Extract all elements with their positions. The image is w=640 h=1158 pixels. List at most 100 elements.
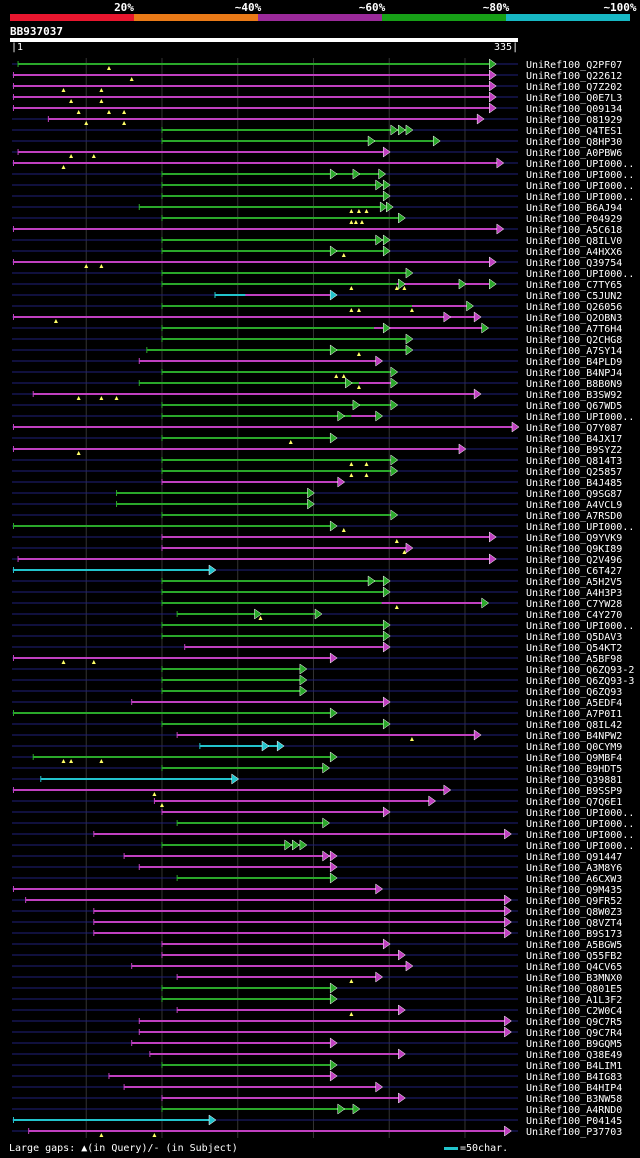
hit-label[interactable]: UniRef100_B4JX17 xyxy=(526,434,622,445)
hit-row[interactable]: UniRef100_Q2OBN3 xyxy=(12,311,622,324)
hit-label[interactable]: UniRef100_A4HXX6 xyxy=(526,247,622,258)
hit-label[interactable]: UniRef100_UPI000.. xyxy=(526,621,634,632)
hit-label[interactable]: UniRef100_Q9SG87 xyxy=(526,489,622,500)
hit-row[interactable]: UniRef100_Q91447 xyxy=(12,850,622,863)
hit-row[interactable]: UniRef100_Q39881 xyxy=(12,773,622,786)
hit-label[interactable]: UniRef100_Q814T3 xyxy=(526,456,622,467)
hit-row[interactable]: UniRef100_UPI000.. xyxy=(12,839,634,852)
hit-row[interactable]: UniRef100_C6T427 xyxy=(12,564,622,577)
hit-row[interactable]: UniRef100_UPI000.. xyxy=(12,410,634,423)
hit-row[interactable]: UniRef100_Q6ZQ93-2 xyxy=(12,663,634,676)
hit-row[interactable]: UniRef100_UPI000.. xyxy=(12,619,634,632)
hit-label[interactable]: UniRef100_B9HDT5 xyxy=(526,764,622,775)
hit-row[interactable]: UniRef100_A0PBW6 xyxy=(12,146,622,159)
hit-label[interactable]: UniRef100_A5BGW5 xyxy=(526,940,622,951)
hit-label[interactable]: UniRef100_A4RND0 xyxy=(526,1105,622,1116)
hit-row[interactable]: UniRef100_Q38E49 xyxy=(12,1048,622,1061)
hit-label[interactable]: UniRef100_Q8HP30 xyxy=(526,137,622,148)
hit-label[interactable]: UniRef100_UPI000.. xyxy=(526,269,634,280)
hit-row[interactable]: UniRef100_UPI000.. xyxy=(12,179,634,192)
hit-row[interactable]: UniRef100_A4RND0 xyxy=(12,1103,622,1116)
hit-label[interactable]: UniRef100_Q39881 xyxy=(526,775,622,786)
hit-label[interactable]: UniRef100_Q6ZQ93-2 xyxy=(526,665,634,676)
hit-label[interactable]: UniRef100_Q9M435 xyxy=(526,885,622,896)
hit-label[interactable]: UniRef100_A5EDF4 xyxy=(526,698,622,709)
hit-label[interactable]: UniRef100_A1L3F2 xyxy=(526,995,622,1006)
hit-label[interactable]: UniRef100_Q9MBF4 xyxy=(526,753,622,764)
hit-label[interactable]: UniRef100_P37703 xyxy=(526,1127,622,1138)
hit-label[interactable]: UniRef100_Q0CYM9 xyxy=(526,742,622,753)
hit-row[interactable]: UniRef100_C7YW28 xyxy=(12,597,622,610)
hit-row[interactable]: UniRef100_Q09134 xyxy=(12,102,622,115)
hit-row[interactable]: UniRef100_UPI000.. xyxy=(12,817,634,830)
hit-row[interactable]: UniRef100_Q26056 xyxy=(12,300,622,313)
hit-label[interactable]: UniRef100_C7TY65 xyxy=(526,280,622,291)
hit-label[interactable]: UniRef100_A4H3P3 xyxy=(526,588,622,599)
hit-row[interactable]: UniRef100_Q8IL42 xyxy=(12,718,622,731)
hit-row[interactable]: UniRef100_Q9MBF4 xyxy=(12,751,622,764)
hit-label[interactable]: UniRef100_Q2OBN3 xyxy=(526,313,622,324)
hit-label[interactable]: UniRef100_Q0E7L3 xyxy=(526,93,622,104)
hit-label[interactable]: UniRef100_B4IG83 xyxy=(526,1072,622,1083)
hit-label[interactable]: UniRef100_B3NW58 xyxy=(526,1094,622,1105)
hit-label[interactable]: UniRef100_Q39754 xyxy=(526,258,622,269)
hit-row[interactable]: UniRef100_Q9SG87 xyxy=(12,487,622,500)
hit-label[interactable]: UniRef100_B4HIP4 xyxy=(526,1083,622,1094)
hit-label[interactable]: UniRef100_Q5DAV3 xyxy=(526,632,622,643)
hit-label[interactable]: UniRef100_Q8VZT4 xyxy=(526,918,622,929)
hit-row[interactable]: UniRef100_C5JUN2 xyxy=(12,289,622,302)
hit-label[interactable]: UniRef100_Q7Q6E1 xyxy=(526,797,622,808)
hit-label[interactable]: UniRef100_Q91447 xyxy=(526,852,622,863)
hit-row[interactable]: UniRef100_Q2PF07 xyxy=(12,58,622,71)
hit-row[interactable]: UniRef100_A1L3F2 xyxy=(12,993,622,1006)
hit-row[interactable]: UniRef100_A7T6H4 xyxy=(12,322,622,335)
hit-row[interactable]: UniRef100_A5BF98 xyxy=(12,652,622,665)
hit-row[interactable]: UniRef100_P37703 xyxy=(12,1125,622,1138)
hit-label[interactable]: UniRef100_Q9C7R5 xyxy=(526,1017,622,1028)
hit-row[interactable]: UniRef100_Q8ILV0 xyxy=(12,234,622,247)
hit-label[interactable]: UniRef100_A0PBW6 xyxy=(526,148,622,159)
hit-label[interactable]: UniRef100_UPI000.. xyxy=(526,159,634,170)
hit-row[interactable]: UniRef100_Q2CHG8 xyxy=(12,333,622,346)
hit-row[interactable]: UniRef100_Q9FR52 xyxy=(12,894,622,907)
hit-label[interactable]: UniRef100_A4VCL9 xyxy=(526,500,622,511)
hit-label[interactable]: UniRef100_Q9KI89 xyxy=(526,544,622,555)
hit-row[interactable]: UniRef100_B9S173 xyxy=(12,927,622,940)
hit-row[interactable]: UniRef100_Q4TES1 xyxy=(12,124,622,137)
hit-label[interactable]: UniRef100_B9SYZ2 xyxy=(526,445,622,456)
hit-label[interactable]: UniRef100_B4LIM1 xyxy=(526,1061,622,1072)
hit-label[interactable]: UniRef100_Q9FR52 xyxy=(526,896,622,907)
hit-label[interactable]: UniRef100_UPI000.. xyxy=(526,808,634,819)
hit-label[interactable]: UniRef100_Q8IL42 xyxy=(526,720,622,731)
hit-label[interactable]: UniRef100_Q801E5 xyxy=(526,984,622,995)
hit-row[interactable]: UniRef100_Q67WD5 xyxy=(12,399,622,412)
hit-label[interactable]: UniRef100_UPI000.. xyxy=(526,170,634,181)
hit-row[interactable]: UniRef100_B4IG83 xyxy=(12,1070,622,1083)
hit-row[interactable]: UniRef100_B4HIP4 xyxy=(12,1081,622,1094)
hit-row[interactable]: UniRef100_Q5DAV3 xyxy=(12,630,622,643)
hit-label[interactable]: UniRef100_A7SY14 xyxy=(526,346,622,357)
hit-label[interactable]: UniRef100_Q8W0Z3 xyxy=(526,907,622,918)
hit-row[interactable]: UniRef100_B4J485 xyxy=(12,476,622,489)
hit-row[interactable]: UniRef100_A4H3P3 xyxy=(12,586,622,599)
hit-row[interactable]: UniRef100_A7P0I1 xyxy=(12,707,622,720)
hit-row[interactable]: UniRef100_Q6ZQ93-3 xyxy=(12,674,634,687)
hit-label[interactable]: UniRef100_Q22612 xyxy=(526,71,622,82)
hit-row[interactable]: UniRef100_P04145 xyxy=(12,1114,622,1127)
hit-label[interactable]: UniRef100_B4NPW2 xyxy=(526,731,622,742)
hit-label[interactable]: UniRef100_Q7Z202 xyxy=(526,82,622,93)
hit-row[interactable]: UniRef100_Q25857 xyxy=(12,465,622,478)
hit-row[interactable]: UniRef100_UPI000.. xyxy=(12,157,634,170)
hit-label[interactable]: UniRef100_B9GQM5 xyxy=(526,1039,622,1050)
hit-label[interactable]: UniRef100_Q38E49 xyxy=(526,1050,622,1061)
hit-label[interactable]: UniRef100_B9SSP9 xyxy=(526,786,622,797)
hit-row[interactable]: UniRef100_A5H2V5 xyxy=(12,575,622,588)
hit-label[interactable]: UniRef100_A3M8Y6 xyxy=(526,863,622,874)
hit-label[interactable]: UniRef100_O81929 xyxy=(526,115,622,126)
hit-row[interactable]: UniRef100_B9HDT5 xyxy=(12,762,622,775)
hit-row[interactable]: UniRef100_B9SSP9 xyxy=(12,784,622,797)
hit-row[interactable]: UniRef100_Q8W0Z3 xyxy=(12,905,622,918)
hit-row[interactable]: UniRef100_Q8VZT4 xyxy=(12,916,622,929)
hit-label[interactable]: UniRef100_B4NPJ4 xyxy=(526,368,622,379)
hit-row[interactable]: UniRef100_Q7Y087 xyxy=(12,421,622,434)
